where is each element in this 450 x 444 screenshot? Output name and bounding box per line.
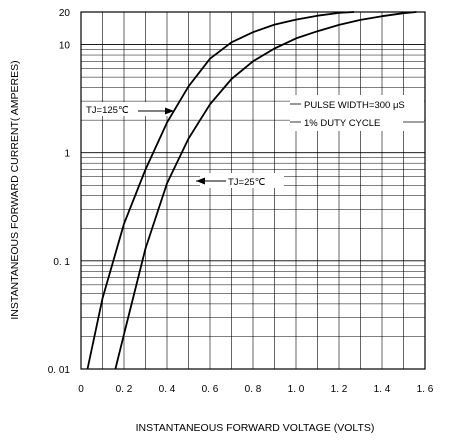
annotation-tj25: TJ=25℃ [196,173,284,188]
annotation-tj25-label: TJ=25℃ [228,177,266,188]
series-line-tj25 [114,11,417,370]
y-axis-title: INSTANTANEOUS FORWARD CURRENT( AMPERES) [9,60,21,319]
series-lines [86,11,417,370]
x-tick-label: 0. 4 [159,384,176,395]
y-tick-label: 10 [59,41,71,52]
x-tick-label: 0. 2 [116,384,133,395]
arrow-right-icon [165,107,174,115]
plot-frame [80,11,426,370]
y-tick-label: 1 [64,149,70,160]
x-tick-label: 1. 4 [374,384,391,395]
x-tick-label: 0 [78,384,84,395]
x-tick-label: 1. 2 [331,384,348,395]
annotation-pulse: PULSE WIDTH=300 μS 1% DUTY CYCLE [290,95,424,131]
x-tick-label: 1. 0 [288,384,305,395]
x-tick-labels: 0 0. 2 0. 4 0. 6 0. 8 1. 0 1. 2 1. 4 1. 6 [78,384,434,395]
duty-cycle-label: 1% DUTY CYCLE [304,118,380,129]
annotation-tj125-label: TJ=125℃ [86,105,129,116]
x-axis-title: INSTANTANEOUS FORWARD VOLTAGE (VOLTS) [136,422,375,434]
annotation-tj125: TJ=125℃ [84,102,174,116]
x-tick-label: 0. 8 [245,384,262,395]
y-tick-label: 20 [59,8,71,19]
y-tick-label: 0. 1 [53,257,70,268]
x-tick-label: 1. 6 [417,384,434,395]
arrow-left-icon [196,177,205,185]
y-tick-labels: 0. 01 0. 1 1 10 20 [48,8,71,376]
grid-lines [81,12,425,369]
x-tick-label: 0. 6 [202,384,219,395]
y-tick-label: 0. 01 [48,365,71,376]
series-line-tj125 [86,11,355,370]
pulse-width-label: PULSE WIDTH=300 μS [304,100,405,111]
